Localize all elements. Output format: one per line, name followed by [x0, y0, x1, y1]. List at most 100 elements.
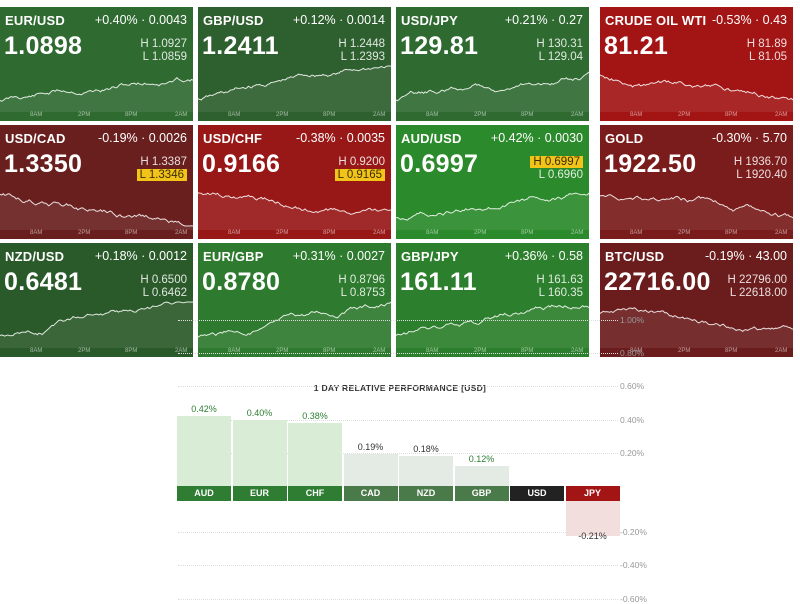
tile-sparkline: [0, 301, 193, 348]
bar-value-label: 0.19%: [357, 442, 384, 453]
sparkline-tick-label: 8AM: [30, 112, 43, 118]
sparkline-tick-label: 2PM: [276, 112, 289, 118]
tile-sparkline: [198, 65, 391, 112]
tile-low: L 129.04: [538, 51, 583, 63]
sparkline-area: [198, 302, 391, 348]
quote-tile-nzd-usd[interactable]: NZD/USD +0.18% · 0.0012 0.6481 H 0.6500 L 0.…: [0, 243, 193, 357]
currency-label-chf: CHF: [288, 486, 342, 501]
sparkline-tick-label: 2PM: [78, 348, 91, 354]
sparkline-line: [396, 192, 589, 221]
tile-symbol: USD/CAD: [5, 131, 66, 146]
tile-low: L 0.8753: [340, 287, 385, 299]
tile-change: -0.38% · 0.0035: [296, 131, 385, 145]
sparkline-tick-label: 2AM: [175, 348, 188, 354]
sparkline-tick-label: 8PM: [125, 230, 138, 236]
sparkline-tick-label: 2AM: [775, 348, 788, 354]
sparkline-tick-label: 2PM: [78, 230, 91, 236]
tile-symbol: CRUDE OIL WTI: [605, 13, 707, 28]
tile-high: H 22796.00: [727, 274, 787, 286]
sparkline-tick-label: 2AM: [571, 230, 584, 236]
sparkline-tick-label: 8AM: [228, 112, 241, 118]
y-axis-tick-label: 0.40%: [620, 414, 645, 425]
tile-low: L 1.3346: [136, 169, 187, 181]
tile-change: +0.18% · 0.0012: [94, 249, 187, 263]
sparkline-area: [198, 192, 391, 230]
tile-symbol: NZD/USD: [5, 249, 65, 264]
sparkline-tick-label: 2AM: [175, 112, 188, 118]
sparkline-area: [0, 77, 193, 112]
y-axis-tick-label: 0.80%: [620, 348, 645, 359]
tile-sparkline: [0, 77, 193, 112]
y-axis-tick-label: -0.20%: [620, 527, 647, 538]
grid-line: [178, 353, 618, 355]
currency-label-usd: USD: [510, 486, 564, 501]
sparkline-line: [600, 194, 793, 219]
tile-high: H 1936.70: [733, 156, 787, 168]
bar-jpy: [565, 501, 620, 536]
sparkline-area: [198, 66, 391, 112]
sparkline-tick-label: 8AM: [228, 230, 241, 236]
y-axis-tick-label: -0.60%: [620, 593, 647, 604]
sparkline-area: [396, 305, 589, 348]
quote-tile-usd-cad[interactable]: USD/CAD -0.19% · 0.0026 1.3350 H 1.3387 L 1.…: [0, 125, 193, 239]
tile-price: 1922.50: [604, 150, 697, 178]
sparkline-tick-label: 8PM: [725, 230, 738, 236]
sparkline-tick-label: 8AM: [630, 348, 643, 354]
tile-price: 0.9166: [202, 150, 281, 178]
tile-symbol: EUR/GBP: [203, 249, 264, 264]
tile-change: +0.12% · 0.0014: [292, 13, 385, 27]
sparkline-tick-label: 2PM: [474, 112, 487, 118]
tile-high: H 130.31: [536, 38, 583, 50]
tile-high: H 0.6997: [530, 156, 583, 168]
sparkline-line: [198, 192, 391, 215]
sparkline-tick-label: 8AM: [228, 348, 241, 354]
quote-tile-gold[interactable]: GOLD -0.30% · 5.70 1922.50 H 1936.70 L 1920.…: [600, 125, 793, 239]
tile-price: 1.3350: [4, 150, 83, 178]
bar-cad: [343, 454, 398, 486]
sparkline-tick-label: 2PM: [678, 230, 691, 236]
quote-tile-gbp-usd[interactable]: GBP/USD +0.12% · 0.0014 1.2411 H 1.2448 L 1.…: [198, 7, 391, 121]
sparkline-tick-label: 8AM: [630, 230, 643, 236]
quote-tile-crude-oil-wti[interactable]: CRUDE OIL WTI -0.53% · 0.43 81.21 H 81.89 L …: [600, 7, 793, 121]
tile-low: L 160.35: [538, 287, 583, 299]
sparkline-tick-label: 8AM: [30, 230, 43, 236]
tile-change: +0.40% · 0.0043: [94, 13, 187, 27]
tile-change: -0.19% · 43.00: [705, 249, 787, 263]
tile-change: +0.42% · 0.0030: [490, 131, 583, 145]
tile-sparkline: [396, 304, 589, 348]
sparkline-area: [0, 193, 193, 230]
quote-tile-eur-usd[interactable]: EUR/USD +0.40% · 0.0043 1.0898 H 1.0927 L 1.…: [0, 7, 193, 121]
bar-gbp: [454, 466, 509, 486]
quote-tile-aud-usd[interactable]: AUD/USD +0.42% · 0.0030 0.6997 H 0.6997 L 0.…: [396, 125, 589, 239]
sparkline-area: [600, 74, 793, 112]
tile-low: L 0.6462: [142, 287, 187, 299]
sparkline-tick-label: 2AM: [571, 348, 584, 354]
tile-price: 0.6997: [400, 150, 479, 178]
bar-value-label: 0.12%: [468, 454, 495, 465]
tile-price: 1.0898: [4, 32, 83, 60]
tile-symbol: EUR/USD: [5, 13, 65, 28]
tile-price: 0.8780: [202, 268, 281, 296]
tile-low: L 1920.40: [736, 169, 787, 181]
tile-high: H 0.6500: [140, 274, 187, 286]
sparkline-tick-label: 2AM: [175, 230, 188, 236]
quote-tile-btc-usd[interactable]: BTC/USD -0.19% · 43.00 22716.00 H 22796.00 L…: [600, 243, 793, 357]
currency-label-gbp: GBP: [454, 486, 509, 501]
y-axis-tick-label: -0.40%: [620, 560, 647, 571]
sparkline-line: [600, 74, 793, 101]
tile-price: 0.6481: [4, 268, 83, 296]
tile-price: 81.21: [604, 32, 669, 60]
grid-line: [178, 386, 618, 388]
bar-aud: [177, 416, 231, 486]
quote-tile-usd-jpy[interactable]: USD/JPY +0.21% · 0.27 129.81 H 130.31 L 129.…: [396, 7, 589, 121]
tile-change: +0.36% · 0.58: [504, 249, 583, 263]
tile-low: L 0.9165: [334, 169, 385, 181]
quote-tile-eur-gbp[interactable]: EUR/GBP +0.31% · 0.0027 0.8780 H 0.8796 L 0.…: [198, 243, 391, 357]
sparkline-tick-label: 2PM: [474, 230, 487, 236]
tile-sparkline: [600, 307, 793, 348]
sparkline-tick-label: 8AM: [30, 348, 43, 354]
sparkline-area: [396, 193, 589, 230]
quote-tile-usd-chf[interactable]: USD/CHF -0.38% · 0.0035 0.9166 H 0.9200 L 0.…: [198, 125, 391, 239]
tile-low: L 1.2393: [340, 51, 385, 63]
quote-tile-gbp-jpy[interactable]: GBP/JPY +0.36% · 0.58 161.11 H 161.63 L 160.…: [396, 243, 589, 357]
